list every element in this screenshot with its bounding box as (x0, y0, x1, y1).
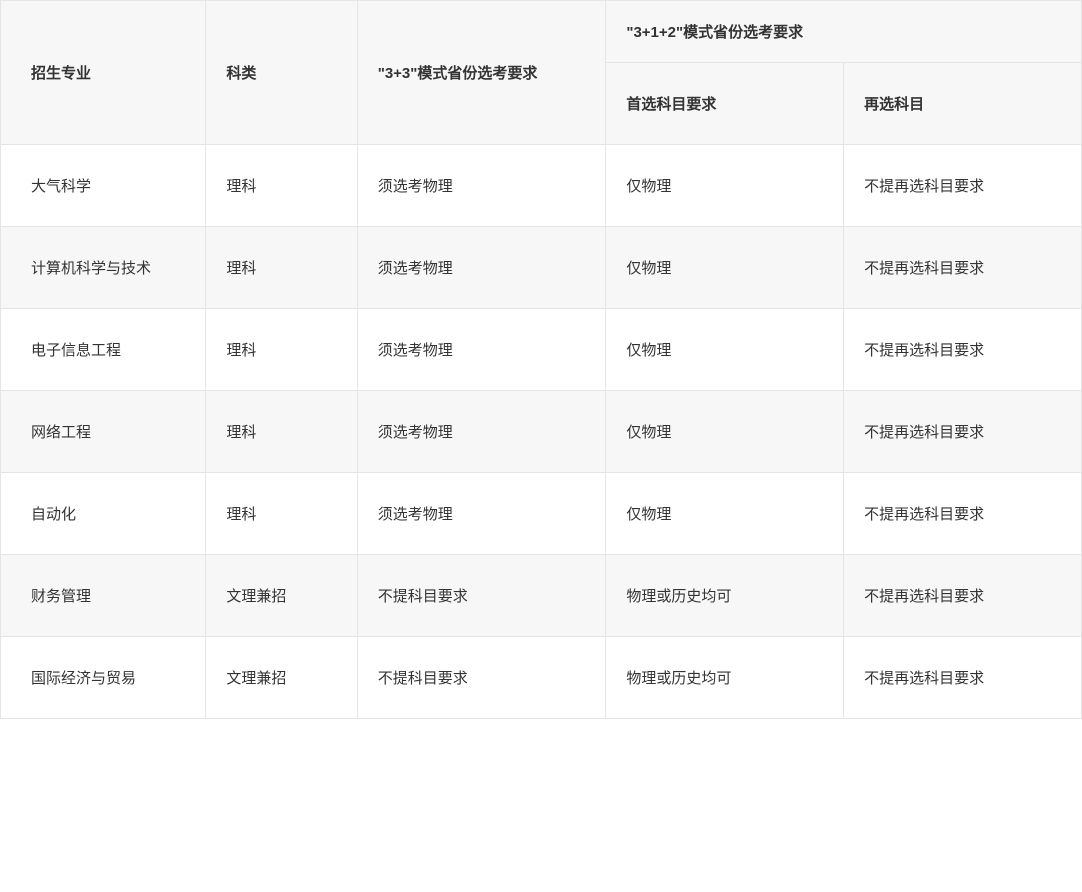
cell-primary: 物理或历史均可 (606, 637, 844, 719)
cell-major: 电子信息工程 (1, 309, 206, 391)
table-body: 大气科学 理科 须选考物理 仅物理 不提再选科目要求 计算机科学与技术 理科 须… (1, 145, 1082, 719)
table-row: 国际经济与贸易 文理兼招 不提科目要求 物理或历史均可 不提再选科目要求 (1, 637, 1082, 719)
cell-category: 理科 (206, 145, 357, 227)
table-row: 计算机科学与技术 理科 须选考物理 仅物理 不提再选科目要求 (1, 227, 1082, 309)
cell-mode33: 须选考物理 (357, 391, 606, 473)
header-category: 科类 (206, 1, 357, 145)
cell-major: 国际经济与贸易 (1, 637, 206, 719)
cell-category: 理科 (206, 391, 357, 473)
cell-secondary: 不提再选科目要求 (844, 391, 1082, 473)
cell-secondary: 不提再选科目要求 (844, 145, 1082, 227)
cell-category: 理科 (206, 227, 357, 309)
cell-major: 自动化 (1, 473, 206, 555)
header-primary-subject: 首选科目要求 (606, 63, 844, 145)
cell-primary: 仅物理 (606, 145, 844, 227)
table-row: 电子信息工程 理科 须选考物理 仅物理 不提再选科目要求 (1, 309, 1082, 391)
cell-mode33: 不提科目要求 (357, 555, 606, 637)
table-header: 招生专业 科类 "3+3"模式省份选考要求 "3+1+2"模式省份选考要求 首选… (1, 1, 1082, 145)
cell-primary: 仅物理 (606, 391, 844, 473)
table-header-row-1: 招生专业 科类 "3+3"模式省份选考要求 "3+1+2"模式省份选考要求 (1, 1, 1082, 63)
admissions-requirements-table: 招生专业 科类 "3+3"模式省份选考要求 "3+1+2"模式省份选考要求 首选… (0, 0, 1082, 719)
cell-mode33: 须选考物理 (357, 145, 606, 227)
cell-primary: 物理或历史均可 (606, 555, 844, 637)
cell-secondary: 不提再选科目要求 (844, 555, 1082, 637)
cell-secondary: 不提再选科目要求 (844, 309, 1082, 391)
cell-primary: 仅物理 (606, 473, 844, 555)
header-mode312: "3+1+2"模式省份选考要求 (606, 1, 1082, 63)
header-major: 招生专业 (1, 1, 206, 145)
cell-major: 大气科学 (1, 145, 206, 227)
header-secondary-subject: 再选科目 (844, 63, 1082, 145)
cell-major: 网络工程 (1, 391, 206, 473)
table-row: 财务管理 文理兼招 不提科目要求 物理或历史均可 不提再选科目要求 (1, 555, 1082, 637)
cell-mode33: 不提科目要求 (357, 637, 606, 719)
table-row: 大气科学 理科 须选考物理 仅物理 不提再选科目要求 (1, 145, 1082, 227)
cell-primary: 仅物理 (606, 309, 844, 391)
table-row: 网络工程 理科 须选考物理 仅物理 不提再选科目要求 (1, 391, 1082, 473)
cell-category: 理科 (206, 473, 357, 555)
cell-mode33: 须选考物理 (357, 309, 606, 391)
cell-category: 理科 (206, 309, 357, 391)
cell-secondary: 不提再选科目要求 (844, 473, 1082, 555)
header-mode33: "3+3"模式省份选考要求 (357, 1, 606, 145)
cell-mode33: 须选考物理 (357, 473, 606, 555)
cell-category: 文理兼招 (206, 555, 357, 637)
cell-primary: 仅物理 (606, 227, 844, 309)
table-row: 自动化 理科 须选考物理 仅物理 不提再选科目要求 (1, 473, 1082, 555)
cell-major: 财务管理 (1, 555, 206, 637)
cell-secondary: 不提再选科目要求 (844, 227, 1082, 309)
cell-mode33: 须选考物理 (357, 227, 606, 309)
cell-category: 文理兼招 (206, 637, 357, 719)
cell-major: 计算机科学与技术 (1, 227, 206, 309)
cell-secondary: 不提再选科目要求 (844, 637, 1082, 719)
